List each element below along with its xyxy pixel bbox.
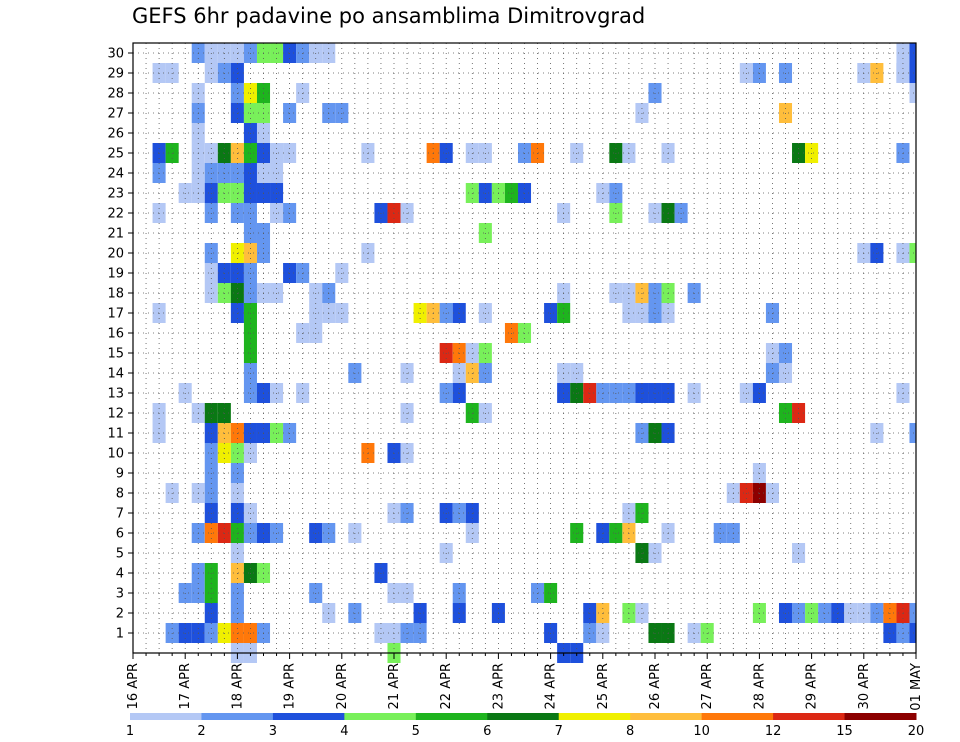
y-tick-label: 10 <box>107 447 124 462</box>
y-tick-label: 18 <box>107 287 124 302</box>
y-tick-label: 7 <box>116 507 124 522</box>
legend-swatch <box>844 713 917 720</box>
x-tick-label: 24 APR <box>544 663 559 709</box>
legend-label: 1 <box>126 724 134 739</box>
x-tick-label: 18 APR <box>230 663 245 709</box>
y-tick-label: 21 <box>107 227 124 242</box>
x-tick-label: 23 APR <box>491 663 506 709</box>
grid-lines <box>133 43 916 653</box>
y-tick-label: 24 <box>107 167 124 182</box>
y-tick-label: 13 <box>107 387 124 402</box>
y-tick-label: 2 <box>116 607 124 622</box>
y-tick-label: 29 <box>107 67 124 82</box>
x-tick-label: 16 APR <box>126 663 141 709</box>
y-tick-label: 6 <box>116 527 124 542</box>
x-tick-label: 21 APR <box>387 663 402 709</box>
legend-swatch <box>272 713 345 720</box>
x-tick-label: 28 APR <box>752 663 767 709</box>
x-tick-label: 17 APR <box>178 663 193 709</box>
y-tick-label: 14 <box>107 367 124 382</box>
legend-swatch <box>773 713 846 720</box>
y-tick-label: 26 <box>107 127 124 142</box>
y-tick-label: 30 <box>107 47 124 62</box>
y-tick-label: 8 <box>116 487 124 502</box>
y-tick-label: 19 <box>107 267 124 282</box>
heatmap-cells <box>152 43 916 663</box>
y-tick-label: 15 <box>107 347 124 362</box>
y-tick-label: 4 <box>116 567 124 582</box>
legend-swatch <box>130 713 202 720</box>
y-tick-label: 20 <box>107 247 124 262</box>
legend-label: 6 <box>483 724 491 739</box>
color-legend: 1 2 3 4 5 6 7 8 10 12 15 20 <box>126 713 924 739</box>
x-tick-label: 30 APR <box>857 663 872 709</box>
x-tick-label: 27 APR <box>700 663 715 709</box>
legend-swatch <box>701 713 774 720</box>
y-tick-label: 3 <box>116 587 124 602</box>
legend-swatch <box>415 713 488 720</box>
legend-label: 15 <box>836 724 853 739</box>
y-tick-label: 25 <box>107 147 124 162</box>
y-tick-label: 11 <box>107 427 124 442</box>
x-tick-label: 22 APR <box>439 663 454 709</box>
y-tick-label: 17 <box>107 307 124 322</box>
y-tick-label: 9 <box>116 467 124 482</box>
legend-label: 3 <box>269 724 277 739</box>
y-tick-label: 5 <box>116 547 124 562</box>
heatmap-cell <box>909 43 916 63</box>
y-tick-label: 27 <box>107 107 124 122</box>
x-tick-label: 26 APR <box>648 663 663 709</box>
x-tick-label: 20 APR <box>335 663 350 709</box>
y-tick-label: 23 <box>107 187 124 202</box>
x-axis: 16 APR 17 APR 18 APR 19 APR 20 APR 21 APR 22 A… <box>126 653 924 711</box>
legend-swatch <box>487 713 560 720</box>
y-tick-label: 12 <box>107 407 124 422</box>
heatmap-cell <box>909 83 916 103</box>
legend-swatch <box>201 713 274 720</box>
x-tick-label: 19 APR <box>283 663 298 709</box>
heatmap-cell <box>909 243 916 263</box>
legend-label: 20 <box>908 724 925 739</box>
y-axis: 1234567891011121314151617181920212223242… <box>107 47 133 642</box>
chart-title: GEFS 6hr padavine po ansamblima Dimitrov… <box>132 4 646 28</box>
legend-swatch <box>558 713 631 720</box>
legend-label: 7 <box>555 724 563 739</box>
heatmap-cell <box>909 63 916 83</box>
legend-swatch <box>630 713 703 720</box>
x-tick-label: 29 APR <box>805 663 820 709</box>
x-tick-label: 01 MAY <box>909 663 924 711</box>
legend-label: 2 <box>197 724 205 739</box>
y-tick-label: 22 <box>107 207 124 222</box>
heatmap-cell <box>909 603 916 623</box>
legend-label: 12 <box>765 724 782 739</box>
legend-label: 10 <box>693 724 710 739</box>
heatmap-cell <box>909 623 916 643</box>
x-tick-label: 25 APR <box>596 663 611 709</box>
legend-label: 4 <box>340 724 348 739</box>
y-tick-label: 28 <box>107 87 124 102</box>
legend-swatch <box>344 713 417 720</box>
heatmap-cell <box>909 423 916 443</box>
legend-label: 8 <box>626 724 634 739</box>
legend-label: 5 <box>412 724 420 739</box>
y-tick-label: 1 <box>116 627 124 642</box>
y-tick-label: 16 <box>107 327 124 342</box>
